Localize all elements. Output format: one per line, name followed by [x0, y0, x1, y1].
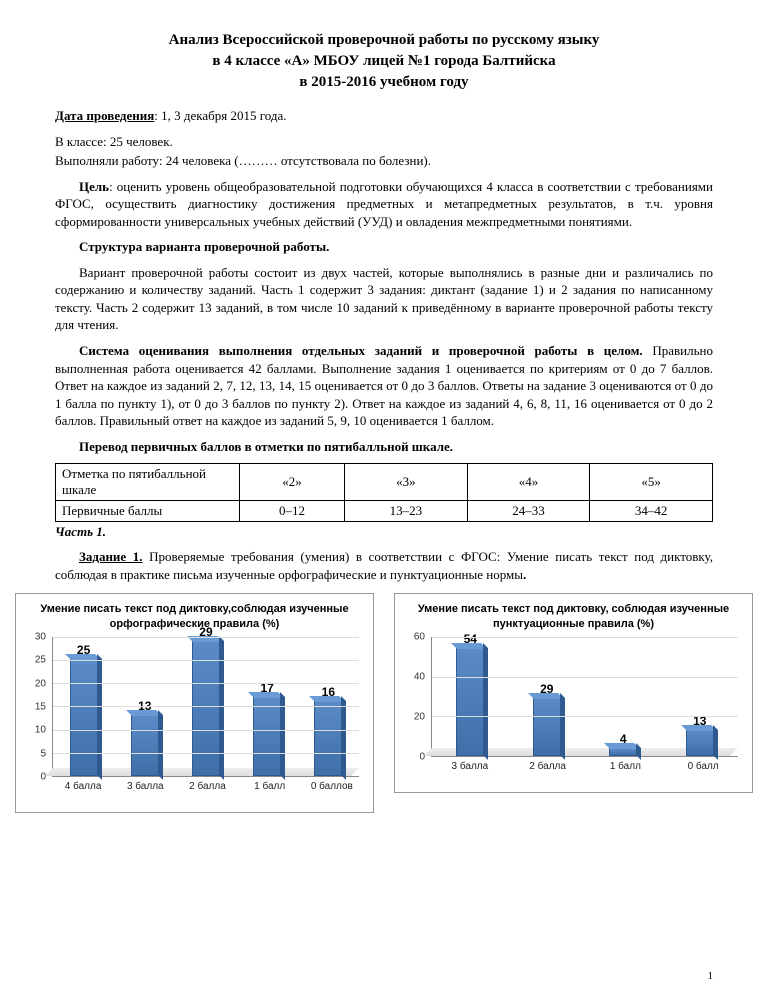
xlabel: 2 балла	[183, 781, 231, 792]
ytick: 40	[414, 671, 425, 682]
gridline	[432, 677, 738, 678]
ytick: 20	[414, 711, 425, 722]
goal-para: Цель: оценить уровень общеобразовательно…	[55, 178, 713, 231]
range-3: 13–23	[345, 501, 468, 522]
task1-para: Задание 1. Проверяемые требования (умени…	[55, 548, 713, 583]
bar	[253, 697, 281, 776]
bar-wrap: 54	[446, 648, 494, 756]
bar-wrap: 13	[676, 730, 724, 756]
chart1-box: Умение писать текст под диктовку,соблюда…	[15, 593, 374, 813]
gridline	[432, 716, 738, 717]
bar-wrap: 16	[304, 701, 352, 776]
bar	[314, 701, 342, 776]
xlabel: 1 балл	[246, 781, 294, 792]
date-text: : 1, 3 декабря 2015 года.	[154, 108, 286, 123]
gridline	[53, 683, 359, 684]
title-line-2: в 4 классе «А» МБОУ лицей №1 города Балт…	[55, 51, 713, 72]
ytick: 15	[35, 701, 46, 712]
bar-wrap: 25	[60, 659, 108, 776]
ytick: 0	[40, 771, 46, 782]
col-2: «2»	[239, 464, 344, 501]
ytick: 60	[414, 631, 425, 642]
bar	[609, 748, 637, 756]
xlabel: 0 баллов	[308, 781, 356, 792]
ytick: 20	[35, 678, 46, 689]
gridline	[53, 706, 359, 707]
ytick: 5	[40, 748, 46, 759]
chart1-title: Умение писать текст под диктовку,соблюда…	[26, 602, 363, 631]
chart2-bars: 54 29 4 13	[432, 637, 738, 756]
col-3: «3»	[345, 464, 468, 501]
bar-wrap: 13	[121, 715, 169, 776]
chart1-yaxis: 051015202530	[26, 637, 48, 777]
doc-title: Анализ Всероссийской проверочной работы …	[55, 30, 713, 93]
range-4: 24–33	[467, 501, 590, 522]
gridline	[432, 637, 738, 638]
chart1-plot: 051015202530 2513291716	[26, 637, 363, 777]
xlabel: 0 балл	[679, 761, 727, 772]
date-label: Дата проведения	[55, 108, 154, 123]
task1-label: Задание 1.	[79, 549, 143, 564]
bar	[533, 698, 561, 756]
xlabel: 2 балла	[524, 761, 572, 772]
bar-wrap: 29	[523, 698, 571, 756]
chart2-plot: 0204060 5429413	[405, 637, 742, 757]
chart2-yaxis: 0204060	[405, 637, 427, 757]
page-number: 1	[708, 970, 714, 982]
range-2: 0–12	[239, 501, 344, 522]
ytick: 30	[35, 631, 46, 642]
scoring-para: Система оценивания выполнения отдельных …	[55, 342, 713, 430]
ytick: 0	[419, 751, 425, 762]
part1-label: Часть 1.	[55, 524, 713, 540]
title-line-3: в 2015-2016 учебном году	[55, 72, 713, 93]
table-heading: Перевод первичных баллов в отметки по пя…	[55, 438, 713, 456]
bar-wrap: 4	[599, 748, 647, 756]
chart2-area: 54 29 4 13	[431, 637, 738, 757]
range-5: 34–42	[590, 501, 713, 522]
chart1-area: 2513291716	[52, 637, 359, 777]
chart1-xlabels: 4 балла 3 балла 2 балла 1 балл 0 баллов	[52, 781, 363, 792]
task1-dot: .	[523, 567, 526, 582]
ytick: 25	[35, 655, 46, 666]
xlabel: 3 балла	[446, 761, 494, 772]
charts-row: Умение писать текст под диктовку,соблюда…	[15, 593, 753, 813]
row1-label: Отметка по пятибалльной шкале	[56, 464, 240, 501]
xlabel: 3 балла	[121, 781, 169, 792]
class-text: В классе: 25 человек.	[55, 133, 713, 151]
xlabel: 1 балл	[601, 761, 649, 772]
col-5: «5»	[590, 464, 713, 501]
goal-label: Цель	[79, 179, 109, 194]
date-line: Дата проведения: 1, 3 декабря 2015 года.	[55, 107, 713, 125]
bar	[131, 715, 159, 776]
chart2-box: Умение писать текст под диктовку, соблюд…	[394, 593, 753, 793]
grade-table: Отметка по пятибалльной шкале «2» «3» «4…	[55, 463, 713, 522]
gridline	[53, 637, 359, 638]
col-4: «4»	[467, 464, 590, 501]
gridline	[53, 660, 359, 661]
bar	[686, 730, 714, 756]
gridline	[53, 753, 359, 754]
structure-text: Вариант проверочной работы состоит из дв…	[55, 264, 713, 334]
goal-text: : оценить уровень общеобразовательной по…	[55, 179, 713, 229]
task1-text: Проверяемые требования (умения) в соотве…	[55, 549, 713, 582]
bar	[70, 659, 98, 776]
row2-label: Первичные баллы	[56, 501, 240, 522]
title-line-1: Анализ Всероссийской проверочной работы …	[55, 30, 713, 51]
scoring-label: Система оценивания выполнения отдельных …	[79, 343, 643, 358]
ytick: 10	[35, 725, 46, 736]
chart2-xlabels: 3 балла 2 балла 1 балл 0 балл	[431, 761, 742, 772]
structure-heading: Структура варианта проверочной работы.	[55, 238, 713, 256]
xlabel: 4 балла	[59, 781, 107, 792]
gridline	[53, 730, 359, 731]
chart2-title: Умение писать текст под диктовку, соблюд…	[405, 602, 742, 631]
bar	[456, 648, 484, 756]
bar-wrap: 17	[243, 697, 291, 776]
performed-text: Выполняли работу: 24 человека (……… отсут…	[55, 152, 713, 170]
